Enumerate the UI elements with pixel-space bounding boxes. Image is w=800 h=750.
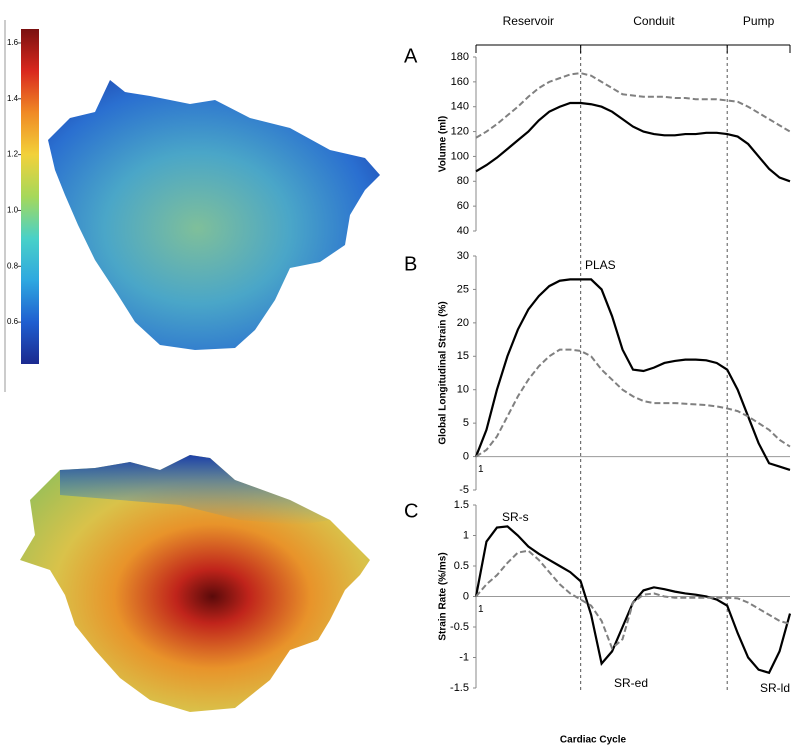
y-tick-label: 160 (451, 76, 469, 88)
colorbar-tick-label: 1.0 (7, 206, 19, 215)
x-axis-label: Cardiac Cycle (560, 735, 627, 746)
colorbar-tick-label: 0.6 (7, 317, 19, 326)
y-tick-label: -0.5 (450, 621, 469, 633)
annotation: SR-ld (760, 681, 790, 695)
y-tick-label: 0 (463, 590, 469, 602)
y-tick-label: 0 (463, 450, 469, 462)
phase-label: Pump (743, 14, 775, 28)
panel-label: A (404, 45, 418, 67)
colorbar-tick-label: 1.6 (7, 38, 19, 47)
phase-label: Conduit (633, 14, 675, 28)
y-axis-label: Volume (ml) (438, 116, 449, 172)
y-tick-label: 140 (451, 101, 469, 113)
colorbar-tick-label: 0.8 (7, 261, 19, 270)
series-line (475, 549, 791, 651)
x-tick-label: 1 (478, 464, 484, 475)
colorbar-tick-label: 1.4 (7, 94, 19, 103)
annotation: SR-s (502, 510, 529, 524)
y-axis-label: Global Longitudinal Strain (%) (438, 301, 449, 444)
y-tick-label: 80 (457, 175, 469, 187)
y-tick-label: 0.5 (454, 560, 469, 572)
colorbar (21, 29, 39, 364)
atrium-bottom-shade (60, 455, 330, 525)
y-tick-label: 30 (457, 250, 469, 262)
series-line (475, 72, 791, 139)
y-tick-label: 15 (457, 350, 469, 362)
y-tick-label: 1.5 (454, 499, 469, 511)
y-tick-label: 60 (457, 200, 469, 212)
annotation: PLAS (585, 258, 616, 272)
panel-label: B (404, 253, 417, 275)
y-tick-label: 25 (457, 283, 469, 295)
y-tick-label: 120 (451, 125, 469, 137)
y-tick-label: 40 (457, 225, 469, 237)
atrium-top (48, 80, 380, 350)
y-tick-label: 1 (463, 529, 469, 541)
x-tick-label: 1 (478, 604, 484, 615)
y-tick-label: -5 (459, 484, 469, 496)
y-tick-label: -1.5 (450, 682, 469, 694)
y-tick-label: 5 (463, 417, 469, 429)
y-tick-label: 10 (457, 384, 469, 396)
series-line (474, 525, 792, 675)
y-tick-label: 180 (451, 51, 469, 63)
panel-label: C (404, 500, 418, 522)
y-tick-label: -1 (459, 651, 469, 663)
phase-label: Reservoir (503, 14, 554, 28)
y-axis-label: Strain Rate (%/ms) (438, 552, 449, 640)
series-line (475, 101, 791, 183)
annotation: SR-ed (614, 676, 648, 690)
y-tick-label: 100 (451, 150, 469, 162)
y-tick-label: 20 (457, 317, 469, 329)
series-line (475, 348, 791, 458)
series-line (474, 278, 791, 471)
colorbar-tick-label: 1.2 (7, 150, 19, 159)
